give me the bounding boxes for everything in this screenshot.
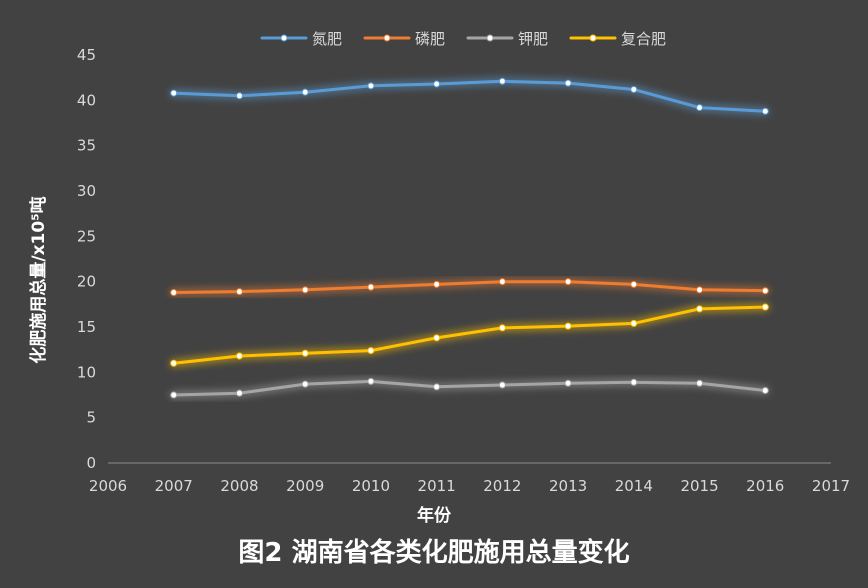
data-point [235, 92, 243, 100]
series-line [172, 79, 767, 113]
x-tick-label: 2009 [286, 477, 324, 495]
x-tick-label: 2011 [418, 477, 456, 495]
series-group [169, 376, 770, 400]
series-line [172, 379, 767, 397]
legend-marker [486, 34, 494, 42]
y-tick-label: 30 [77, 182, 96, 200]
series-layer [169, 76, 770, 400]
data-point [367, 347, 375, 355]
data-point [696, 104, 704, 112]
data-point [170, 289, 178, 297]
y-tick-label: 15 [77, 318, 96, 336]
data-point [498, 77, 506, 85]
data-point [235, 352, 243, 360]
y-axis: 0 5 10 15 20 25 30 35 40 45 [77, 46, 96, 472]
data-point [235, 288, 243, 296]
x-tick-label: 2014 [615, 477, 653, 495]
data-point [696, 305, 704, 313]
data-point [696, 379, 704, 387]
x-tick-label: 2015 [680, 477, 718, 495]
legend-label: 磷肥 [415, 30, 445, 48]
y-tick-label: 25 [77, 227, 96, 245]
x-tick-label: 2013 [549, 477, 587, 495]
data-point [367, 82, 375, 90]
y-tick-label: 40 [77, 91, 96, 109]
data-point [564, 322, 572, 330]
data-point [564, 278, 572, 286]
data-point [301, 286, 309, 294]
data-point [170, 359, 178, 367]
legend-item: 钾肥 [466, 30, 548, 48]
legend-marker [383, 34, 391, 42]
data-point [433, 280, 441, 288]
x-axis-title: 年份 [417, 505, 452, 526]
series-glow [169, 76, 770, 116]
data-point [630, 319, 638, 327]
x-tick-label: 2016 [746, 477, 784, 495]
x-tick-label: 2006 [89, 477, 127, 495]
data-point [301, 349, 309, 357]
data-point [433, 334, 441, 342]
series-group [169, 277, 770, 297]
data-point [433, 383, 441, 391]
data-point [170, 89, 178, 97]
data-point [630, 85, 638, 93]
legend-item: 复合肥 [569, 30, 666, 48]
data-point [498, 381, 506, 389]
data-point [761, 107, 769, 115]
x-tick-label: 2007 [155, 477, 193, 495]
legend-label: 复合肥 [621, 30, 666, 48]
chart-title: 图2 湖南省各类化肥施用总量变化 [238, 537, 629, 568]
data-point [696, 286, 704, 294]
data-point [630, 280, 638, 288]
data-point [761, 386, 769, 394]
x-tick-label: 2010 [352, 477, 390, 495]
data-point [367, 283, 375, 291]
y-tick-label: 35 [77, 137, 96, 155]
data-point [367, 377, 375, 385]
x-axis: 2006 2007 2008 2009 2010 2011 2012 2013 2014 2015… [89, 462, 850, 495]
series-group [169, 76, 770, 116]
data-point [170, 391, 178, 399]
y-tick-label: 5 [86, 409, 96, 427]
data-point [761, 303, 769, 311]
legend-marker [589, 34, 597, 42]
data-point [564, 79, 572, 87]
legend-marker [280, 34, 288, 42]
y-tick-label: 10 [77, 363, 96, 381]
series-line [172, 305, 767, 365]
data-point [433, 80, 441, 88]
y-tick-label: 20 [77, 273, 96, 291]
legend-label: 氮肥 [312, 30, 342, 48]
y-axis-title: 化肥施用总量/x10⁵吨 [28, 196, 49, 363]
y-tick-label: 45 [77, 46, 96, 64]
data-point [761, 287, 769, 295]
data-point [564, 379, 572, 387]
y-tick-label: 0 [86, 454, 96, 472]
data-point [630, 378, 638, 386]
data-point [235, 389, 243, 397]
legend-item: 磷肥 [363, 30, 445, 48]
chart-legend: 氮肥 磷肥 钾肥 复合肥 [260, 30, 666, 48]
x-tick-label: 2017 [812, 477, 850, 495]
data-point [301, 88, 309, 96]
series-group [169, 302, 770, 368]
data-point [498, 324, 506, 332]
x-tick-label: 2012 [483, 477, 521, 495]
data-point [498, 278, 506, 286]
legend-item: 氮肥 [260, 30, 342, 48]
x-tick-label: 2008 [220, 477, 258, 495]
series-line [172, 280, 767, 294]
data-point [301, 380, 309, 388]
legend-label: 钾肥 [518, 30, 548, 48]
